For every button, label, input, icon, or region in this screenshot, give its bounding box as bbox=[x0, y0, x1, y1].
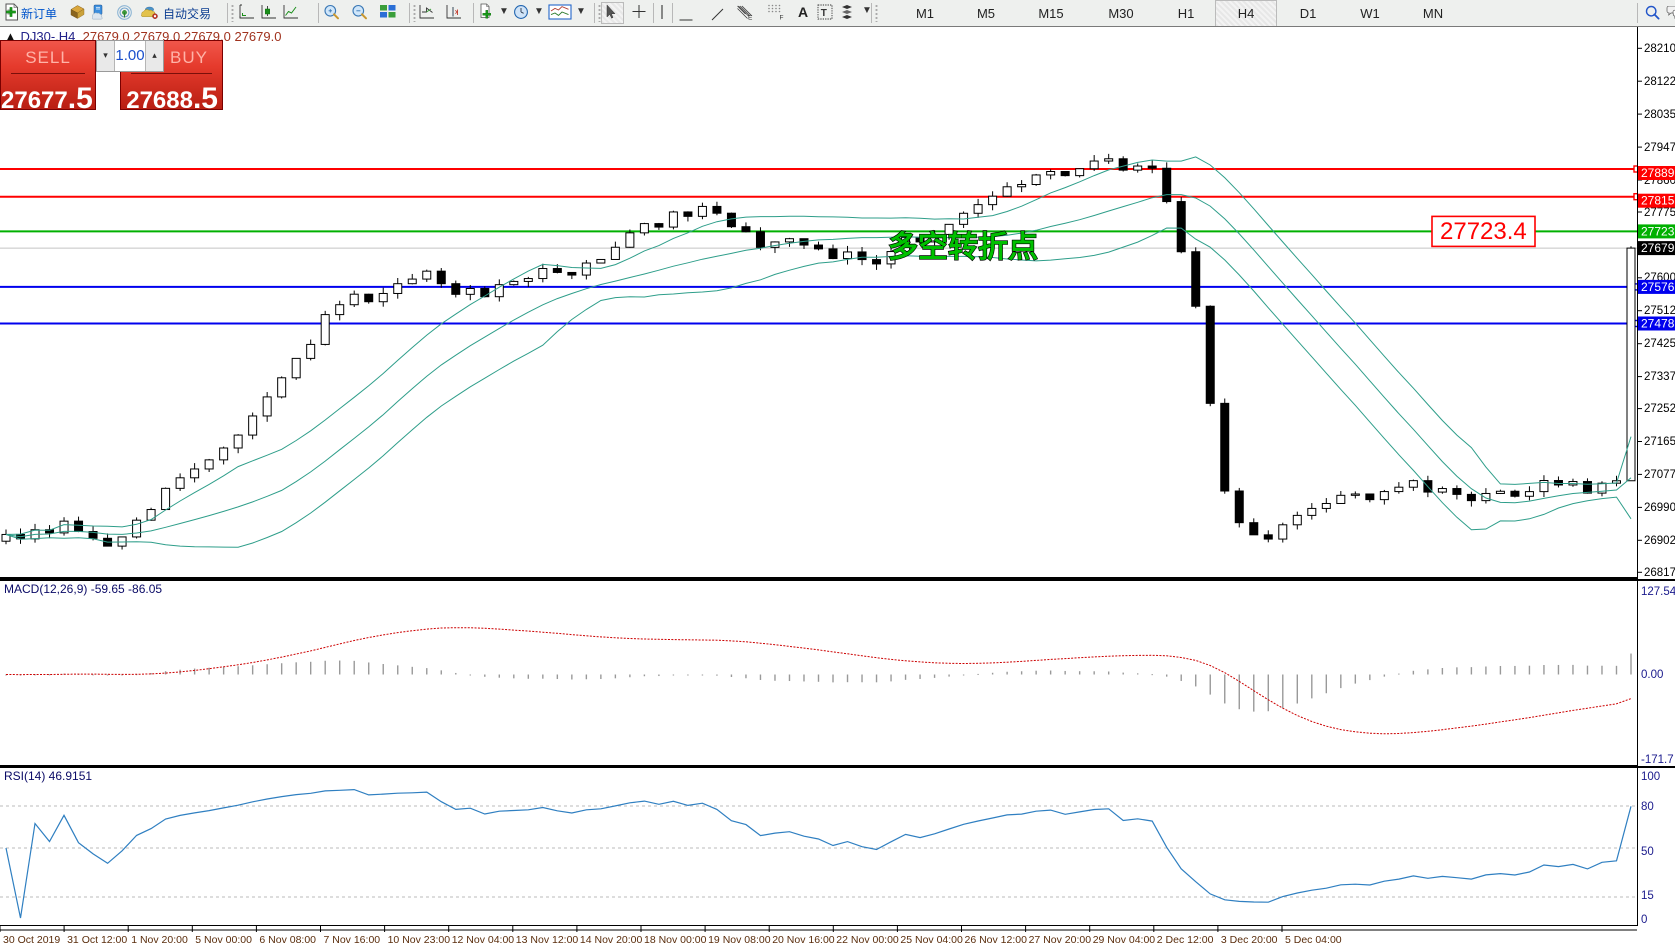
svg-text:27889.2: 27889.2 bbox=[1641, 166, 1675, 180]
svg-text:5 Nov 00:00: 5 Nov 00:00 bbox=[195, 934, 252, 946]
svg-text:27512.5: 27512.5 bbox=[1644, 305, 1675, 317]
svg-text:-171.7: -171.7 bbox=[1641, 754, 1674, 766]
svg-text:28210.0: 28210.0 bbox=[1644, 43, 1675, 55]
svg-text:27815.5: 27815.5 bbox=[1641, 194, 1675, 208]
svg-text:22 Nov 00:00: 22 Nov 00:00 bbox=[836, 934, 899, 946]
svg-text:7 Nov 16:00: 7 Nov 16:00 bbox=[324, 934, 381, 946]
svg-text:20 Nov 16:00: 20 Nov 16:00 bbox=[772, 934, 835, 946]
svg-text:13 Nov 12:00: 13 Nov 12:00 bbox=[516, 934, 579, 946]
svg-text:0: 0 bbox=[1641, 914, 1647, 926]
svg-text:12 Nov 04:00: 12 Nov 04:00 bbox=[452, 934, 515, 946]
svg-text:25 Nov 04:00: 25 Nov 04:00 bbox=[900, 934, 963, 946]
svg-text:E: E bbox=[748, 15, 753, 21]
svg-text:26902.5: 26902.5 bbox=[1644, 535, 1675, 547]
svg-text:0.00: 0.00 bbox=[1641, 669, 1663, 681]
svg-text:27723.4: 27723.4 bbox=[1641, 224, 1675, 238]
svg-text:2 Dec 12:00: 2 Dec 12:00 bbox=[1157, 934, 1214, 946]
svg-text:19 Nov 08:00: 19 Nov 08:00 bbox=[708, 934, 771, 946]
svg-text:100: 100 bbox=[1641, 771, 1660, 783]
svg-text:T: T bbox=[821, 8, 827, 19]
svg-text:29 Nov 04:00: 29 Nov 04:00 bbox=[1093, 934, 1156, 946]
svg-text:10 Nov 23:00: 10 Nov 23:00 bbox=[388, 934, 451, 946]
svg-text:26990.0: 26990.0 bbox=[1644, 502, 1675, 514]
svg-text:27947.5: 27947.5 bbox=[1644, 142, 1675, 154]
svg-text:80: 80 bbox=[1641, 801, 1654, 813]
svg-text:14 Nov 20:00: 14 Nov 20:00 bbox=[580, 934, 643, 946]
svg-text:1 Nov 20:00: 1 Nov 20:00 bbox=[131, 934, 188, 946]
svg-text:27723.4: 27723.4 bbox=[1440, 218, 1527, 245]
svg-text:27337.5: 27337.5 bbox=[1644, 371, 1675, 383]
svg-text:26817.5: 26817.5 bbox=[1644, 567, 1675, 579]
svg-text:50: 50 bbox=[1641, 846, 1654, 858]
svg-text:28122.5: 28122.5 bbox=[1644, 76, 1675, 88]
svg-text:15: 15 bbox=[1641, 890, 1654, 902]
svg-text:27478.6: 27478.6 bbox=[1641, 317, 1675, 331]
svg-text:6 Nov 08:00: 6 Nov 08:00 bbox=[259, 934, 316, 946]
svg-text:多空转折点: 多空转折点 bbox=[888, 231, 1038, 264]
svg-text:27775.0: 27775.0 bbox=[1644, 207, 1675, 219]
svg-text:26 Nov 12:00: 26 Nov 12:00 bbox=[965, 934, 1028, 946]
svg-text:27165.0: 27165.0 bbox=[1644, 436, 1675, 448]
svg-text:3 Dec 20:00: 3 Dec 20:00 bbox=[1221, 934, 1278, 946]
svg-text:27252.5: 27252.5 bbox=[1644, 403, 1675, 415]
svg-text:5 Dec 04:00: 5 Dec 04:00 bbox=[1285, 934, 1342, 946]
svg-text:F: F bbox=[780, 15, 784, 21]
svg-text:27576.0: 27576.0 bbox=[1641, 280, 1675, 294]
svg-text:28035.0: 28035.0 bbox=[1644, 109, 1675, 121]
svg-text:30 Oct 2019: 30 Oct 2019 bbox=[3, 934, 60, 946]
svg-text:27 Nov 20:00: 27 Nov 20:00 bbox=[1029, 934, 1092, 946]
svg-text:27077.5: 27077.5 bbox=[1644, 469, 1675, 481]
svg-text:27679.0: 27679.0 bbox=[1641, 241, 1675, 255]
svg-text:27425.0: 27425.0 bbox=[1644, 338, 1675, 350]
svg-text:18 Nov 00:00: 18 Nov 00:00 bbox=[644, 934, 707, 946]
svg-text:31 Oct 12:00: 31 Oct 12:00 bbox=[67, 934, 127, 946]
svg-text:127.54: 127.54 bbox=[1641, 586, 1675, 598]
